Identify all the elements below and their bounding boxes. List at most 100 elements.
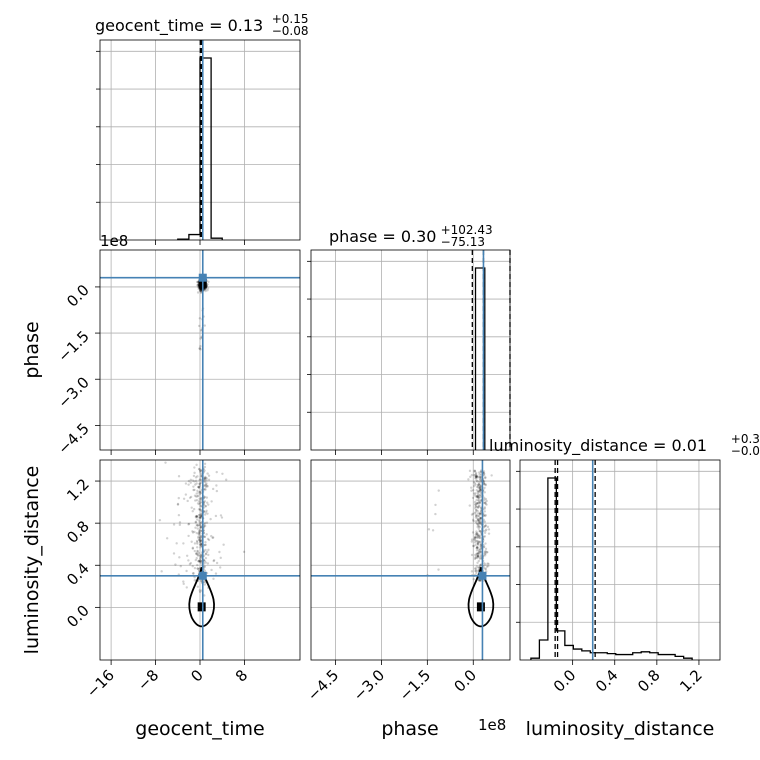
- y-tick-label: 0.0: [63, 281, 93, 311]
- sample-point: [477, 550, 481, 554]
- sample-point: [204, 553, 208, 556]
- sample-point: [479, 484, 482, 488]
- sample-point: [199, 491, 203, 495]
- sample-point: [175, 542, 178, 545]
- sample-point: [476, 542, 480, 546]
- sample-point: [476, 493, 480, 496]
- sample-point: [485, 551, 488, 554]
- sample-point: [476, 552, 480, 555]
- sample-point: [190, 540, 193, 543]
- sample-point: [204, 552, 208, 555]
- sample-point: [478, 534, 482, 537]
- sample-point: [478, 473, 481, 476]
- histogram-luminosity_distance: [530, 477, 693, 660]
- density-contour: [188, 567, 215, 628]
- sample-point: [478, 557, 482, 560]
- sample-point: [486, 562, 489, 565]
- sample-point: [204, 288, 207, 291]
- sample-point: [195, 515, 199, 518]
- sample-point: [191, 547, 195, 550]
- sample-point: [485, 565, 489, 569]
- sample-point: [478, 536, 481, 539]
- sample-point: [195, 515, 199, 519]
- sample-point: [478, 485, 481, 489]
- sample-point: [478, 482, 481, 485]
- density-peak: [197, 602, 206, 612]
- sample-point: [474, 503, 477, 506]
- sample-point: [476, 554, 480, 558]
- sample-point: [479, 554, 482, 558]
- title-value: phase = 0.30: [329, 227, 436, 246]
- sample-point: [478, 536, 481, 539]
- sample-point: [205, 477, 208, 480]
- sample-point: [483, 483, 486, 486]
- sample-point: [198, 508, 202, 511]
- sample-point: [474, 510, 477, 514]
- sample-point: [199, 345, 202, 348]
- sample-point: [204, 287, 207, 290]
- sample-point: [476, 531, 479, 535]
- sample-point: [205, 484, 209, 488]
- sample-point: [198, 468, 201, 471]
- sample-point: [197, 467, 201, 471]
- sample-point: [476, 491, 480, 494]
- sample-point: [477, 548, 480, 551]
- sample-point: [204, 476, 207, 479]
- sample-point: [483, 552, 486, 555]
- sample-point: [198, 529, 201, 533]
- sample-point: [198, 531, 201, 535]
- sample-point: [205, 496, 209, 499]
- sample-point: [196, 527, 199, 530]
- sample-point: [479, 510, 483, 513]
- sample-point: [204, 556, 208, 560]
- sample-point: [203, 465, 207, 469]
- sample-point: [477, 540, 480, 543]
- sample-point: [474, 483, 477, 486]
- sample-point: [203, 462, 207, 466]
- sample-point: [490, 474, 493, 477]
- sample-point: [199, 505, 202, 508]
- sample-point: [203, 535, 207, 538]
- sample-point: [477, 554, 480, 558]
- sample-point: [478, 513, 482, 516]
- title-upper-error: +0.31: [731, 432, 760, 446]
- sample-point: [473, 492, 476, 495]
- sample-point: [190, 506, 193, 509]
- sample-point: [221, 472, 224, 476]
- sample-point: [199, 559, 202, 562]
- sample-point: [198, 523, 201, 527]
- sample-point: [474, 543, 477, 547]
- sample-point: [197, 486, 201, 489]
- sample-point: [198, 469, 202, 472]
- x-tick-label: 0.8: [634, 666, 664, 696]
- sample-point: [475, 479, 478, 482]
- sample-point: [475, 533, 479, 536]
- sample-point: [476, 506, 480, 510]
- sample-point: [478, 476, 482, 479]
- sample-point: [197, 532, 200, 536]
- sample-point: [203, 524, 207, 528]
- sample-point: [195, 539, 199, 543]
- truth-marker: [478, 571, 487, 580]
- sample-point: [204, 287, 207, 290]
- sample-point: [477, 566, 480, 569]
- sample-point: [475, 554, 478, 557]
- sample-point: [222, 543, 225, 546]
- sample-point: [199, 287, 202, 291]
- sample-point: [477, 496, 480, 499]
- sample-point: [189, 481, 192, 484]
- sample-point: [178, 556, 181, 559]
- sample-point: [203, 487, 206, 491]
- sample-point: [478, 488, 482, 491]
- sample-point: [484, 568, 487, 571]
- sample-point: [476, 480, 479, 483]
- sample-point: [479, 489, 482, 492]
- sample-point: [199, 555, 202, 559]
- sample-point: [477, 520, 481, 523]
- sample-point: [203, 535, 206, 539]
- x-tick-label: −1.5: [396, 666, 434, 704]
- sample-point: [199, 562, 203, 565]
- sample-point: [475, 475, 478, 479]
- sample-point: [194, 516, 198, 519]
- sample-point: [177, 475, 181, 478]
